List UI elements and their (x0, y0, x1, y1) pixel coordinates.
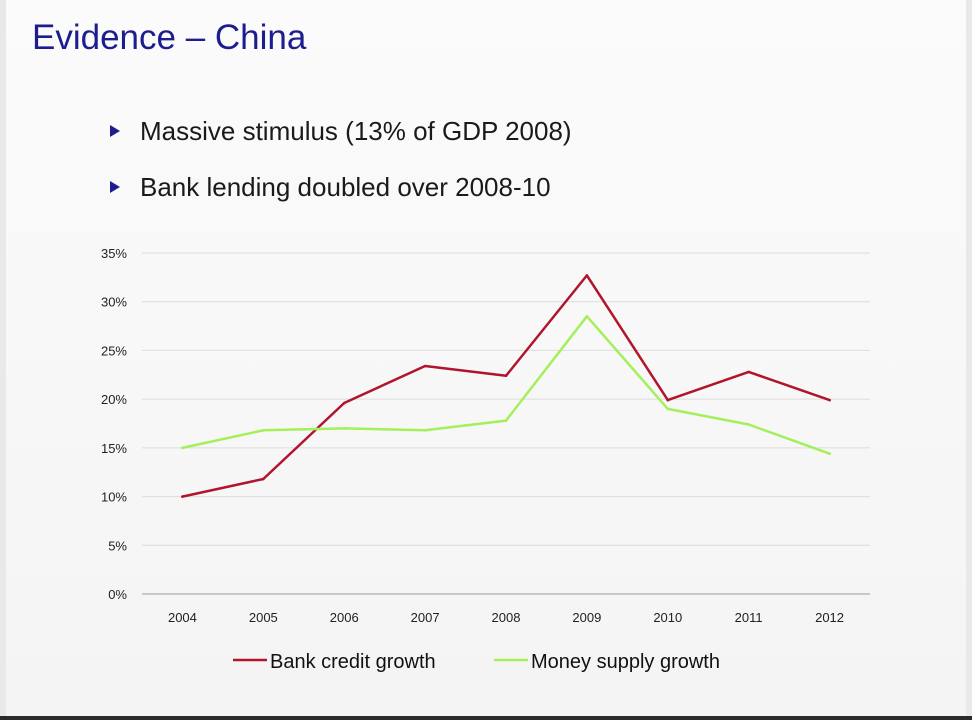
x-tick-label: 2008 (492, 610, 521, 625)
data-point (585, 274, 589, 277)
data-point (181, 495, 184, 498)
triangle-bullet-icon (110, 181, 120, 193)
y-tick-label: 15% (101, 441, 127, 456)
data-point (342, 427, 346, 430)
x-tick-label: 2005 (249, 610, 278, 625)
data-point (747, 423, 750, 426)
data-point (504, 374, 508, 378)
series-line-2 (181, 315, 831, 455)
x-tick-label: 2007 (411, 610, 440, 625)
data-point (342, 401, 346, 405)
y-tick-label: 35% (101, 246, 127, 261)
bullet-list: Massive stimulus (13% of GDP 2008) Bank … (110, 108, 572, 220)
data-point (423, 429, 427, 432)
legend-label: Money supply growth (531, 651, 720, 673)
triangle-bullet-icon (110, 125, 120, 137)
bullet-item: Bank lending doubled over 2008-10 (110, 164, 572, 210)
x-tick-label: 2012 (815, 610, 844, 625)
legend-label: Bank credit growth (270, 651, 436, 673)
data-point (828, 398, 831, 402)
data-point (666, 407, 670, 411)
x-tick-label: 2011 (735, 610, 763, 625)
bullet-item: Massive stimulus (13% of GDP 2008) (110, 108, 572, 154)
data-point (262, 477, 265, 481)
x-tick-label: 2010 (653, 610, 682, 625)
data-point (504, 419, 508, 422)
data-point (423, 364, 427, 368)
data-point (585, 315, 589, 318)
y-tick-label: 20% (101, 392, 127, 407)
slide-right-border (966, 0, 972, 720)
data-point (262, 429, 265, 432)
slide-left-border (0, 0, 6, 720)
y-tick-label: 5% (108, 538, 127, 553)
data-point (666, 398, 670, 402)
slide-title: Evidence – China (32, 18, 307, 57)
series-line-1 (181, 274, 831, 498)
slide-bottom-border (0, 716, 972, 720)
x-tick-label: 2009 (572, 610, 601, 625)
y-tick-label: 25% (101, 343, 127, 358)
data-point (828, 452, 831, 456)
bullet-text: Massive stimulus (13% of GDP 2008) (140, 115, 572, 146)
data-point (747, 370, 750, 374)
data-point (181, 446, 184, 450)
y-tick-label: 30% (101, 295, 127, 310)
x-tick-label: 2004 (168, 610, 197, 625)
x-tick-label: 2006 (330, 610, 359, 625)
y-tick-label: 10% (101, 490, 127, 505)
bullet-text: Bank lending doubled over 2008-10 (140, 171, 551, 202)
y-tick-label: 0% (108, 587, 127, 602)
